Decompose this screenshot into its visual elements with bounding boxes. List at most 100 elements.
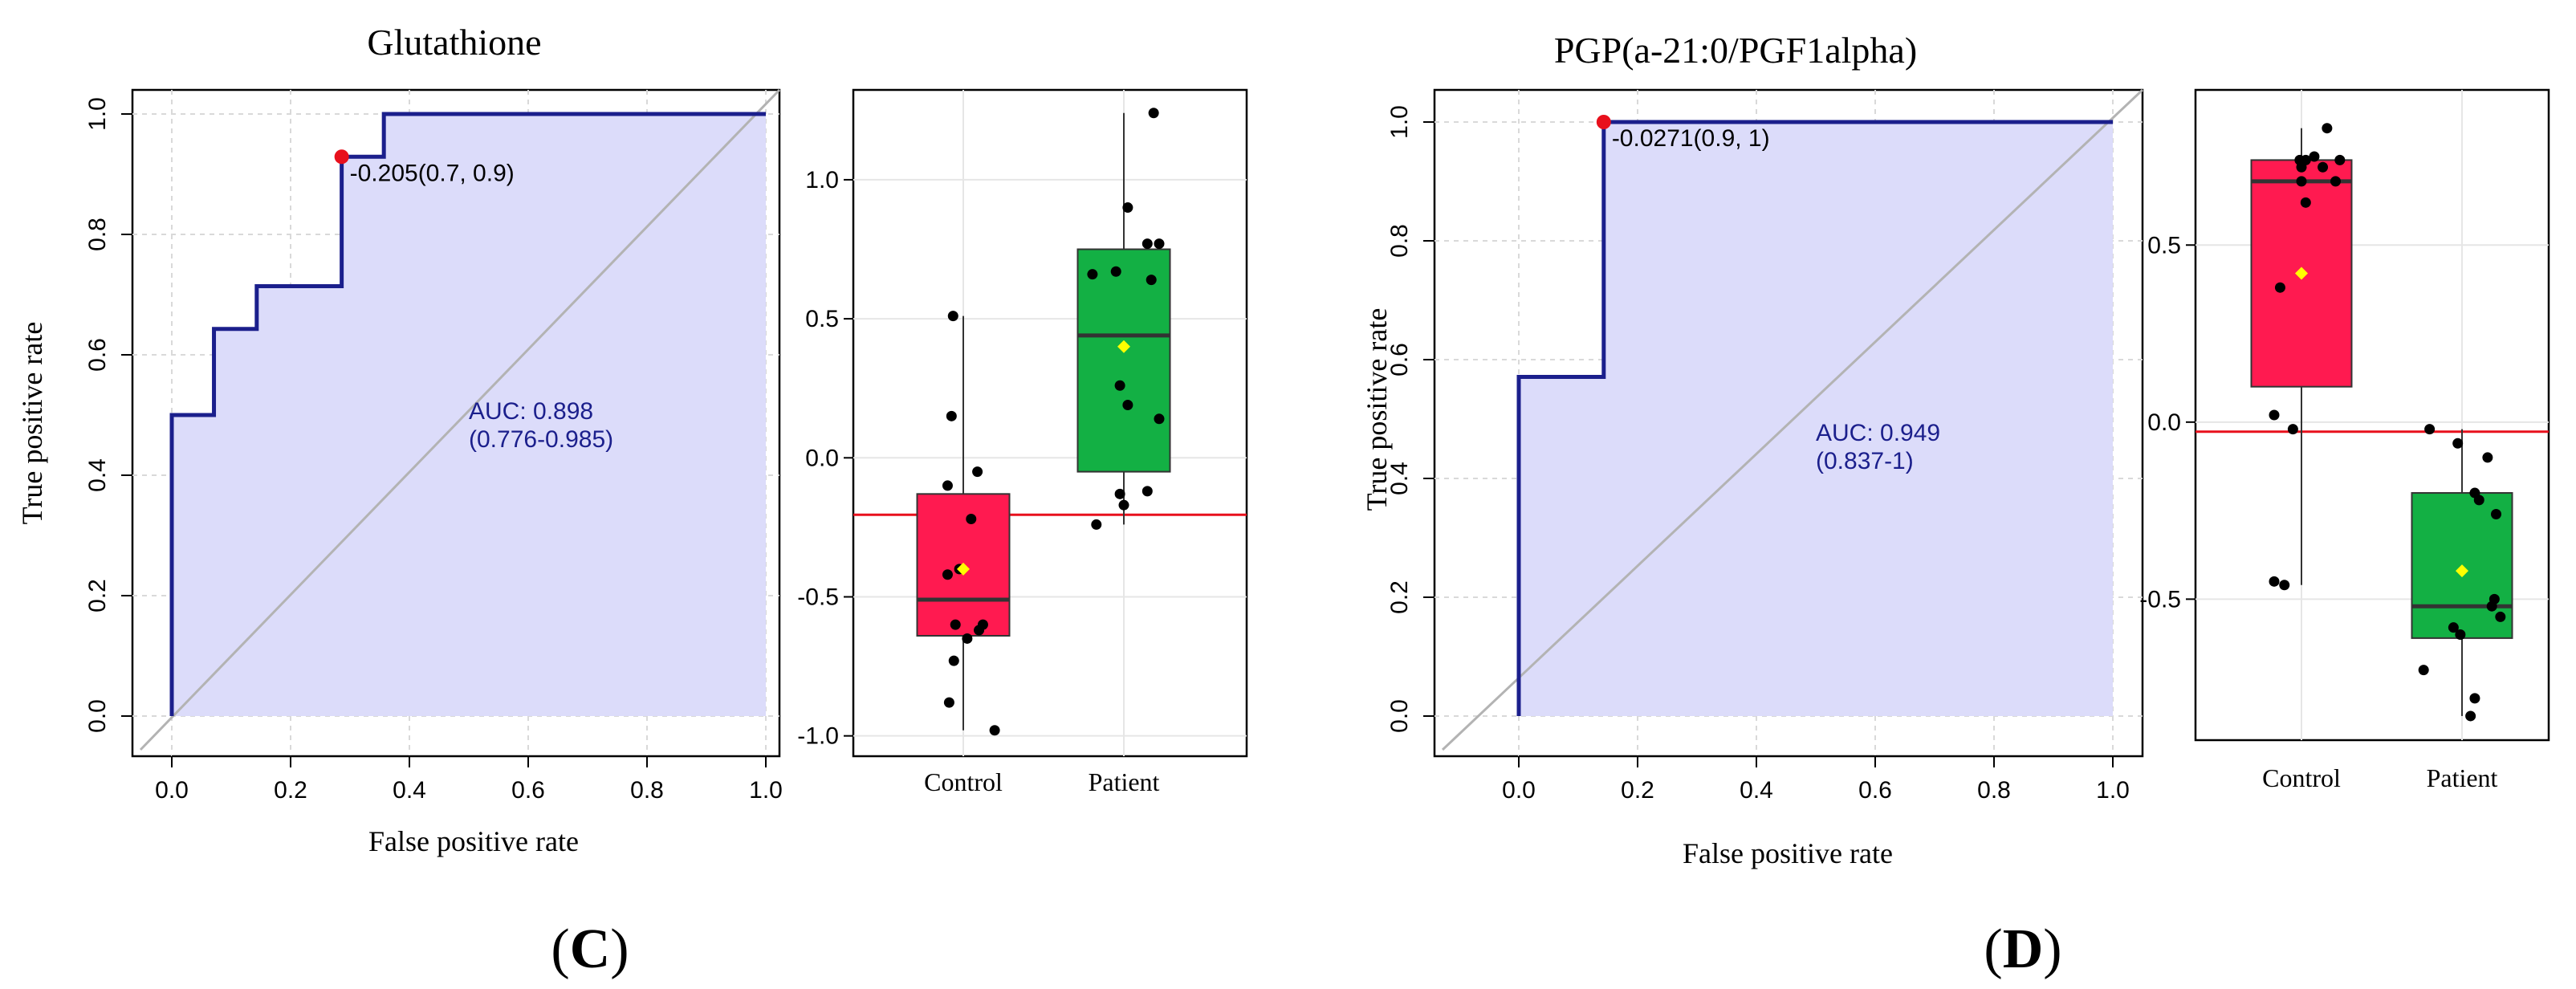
y-tick-label: 0.8 — [84, 218, 111, 251]
data-point — [2309, 151, 2320, 162]
data-point — [962, 633, 973, 644]
data-point — [2287, 424, 2298, 435]
box-category-patient-c: Patient — [1089, 767, 1160, 796]
panel-label-c: (C) — [551, 918, 629, 980]
x-tick-label: 0.4 — [393, 777, 426, 804]
data-point — [1110, 266, 1121, 277]
data-point — [2296, 176, 2307, 187]
y-tick-label: 0.8 — [1386, 224, 1413, 258]
box-plot-d: -0.5 0.0 0.5 Control Patient — [2139, 88, 2550, 792]
data-point — [948, 655, 959, 666]
data-point — [2274, 282, 2285, 293]
panel-c-title: Glutathione — [367, 22, 541, 63]
x-tick-label: 0.6 — [511, 777, 545, 804]
x-tick-label: 0.0 — [155, 777, 189, 804]
x-tick-label: 0.4 — [1740, 777, 1773, 804]
mean-marker — [957, 562, 970, 576]
data-point — [942, 480, 953, 491]
mean-marker — [1117, 340, 1130, 353]
y-tick-label: 0.4 — [84, 458, 111, 492]
box-grid-c — [853, 90, 1247, 756]
box-category-patient-d: Patient — [2427, 763, 2498, 792]
data-point — [943, 697, 954, 708]
panel-c: Glutathione -0.205(0.7, 0.9) AUC: 0.898 … — [16, 22, 1248, 980]
optimal-point-label-d: -0.0271(0.9, 1) — [1612, 125, 1770, 152]
box-y-axis-c: -1.0 -0.5 0.0 0.5 1.0 — [797, 167, 853, 750]
x-tick-label: 0.8 — [630, 777, 664, 804]
box-groups-d — [2250, 123, 2513, 722]
data-point — [942, 569, 953, 580]
x-tick-label: 0.8 — [1977, 777, 2011, 804]
optimal-point-d — [1596, 115, 1611, 129]
data-point — [1141, 486, 1153, 497]
data-point — [947, 311, 958, 322]
data-point — [1091, 519, 1102, 530]
roc-x-axis-d: 0.0 0.2 0.4 0.6 0.8 1.0 — [1502, 755, 2130, 804]
data-point — [2318, 161, 2329, 173]
data-point — [2269, 409, 2280, 421]
box-y-tick-label: 0.0 — [2147, 409, 2181, 436]
roc-curve-d — [1516, 120, 2113, 716]
auc-ci-label-c: (0.776-0.985) — [469, 426, 613, 453]
roc-y-axis-d: 0.0 0.2 0.4 0.6 0.8 1.0 — [1386, 105, 1435, 733]
data-point — [1146, 275, 1157, 286]
y-tick-label: 0.4 — [1386, 462, 1413, 495]
box-category-control-c: Control — [924, 767, 1003, 796]
data-point — [2448, 622, 2459, 633]
box-control — [2250, 159, 2353, 388]
auc-ci-label-d: (0.837-1) — [1816, 448, 1914, 474]
box-y-tick-label: 0.0 — [805, 445, 839, 471]
data-point — [2452, 438, 2464, 449]
roc-curve-c — [169, 112, 766, 716]
data-point — [950, 619, 961, 630]
data-point — [2300, 197, 2311, 208]
optimal-point-c — [334, 149, 349, 165]
data-point — [2495, 611, 2506, 622]
box-plot-c: -1.0 -0.5 0.0 0.5 1.0 Control Patient — [797, 88, 1248, 796]
data-point — [1148, 108, 1159, 119]
data-point — [2473, 494, 2484, 506]
data-point — [1122, 399, 1133, 410]
data-point — [974, 625, 985, 636]
mean-marker — [2456, 564, 2468, 578]
chance-diagonal-d — [1441, 88, 2144, 751]
data-point — [1114, 380, 1125, 391]
y-tick-label: 0.2 — [84, 579, 111, 613]
y-tick-label: 0.6 — [1386, 343, 1413, 376]
roc-y-label-c: True positive rate — [16, 322, 48, 525]
auc-label-d: AUC: 0.949 — [1816, 420, 1940, 446]
optimal-point-label-c: -0.205(0.7, 0.9) — [350, 160, 515, 186]
x-tick-label: 0.0 — [1502, 777, 1536, 804]
data-point — [1141, 238, 1153, 250]
data-point — [972, 466, 983, 478]
box-patient — [1076, 248, 1171, 473]
y-tick-label: 1.0 — [84, 97, 111, 131]
box-groups-c — [916, 108, 1171, 736]
data-point — [2269, 576, 2280, 587]
box-y-axis-d: -0.5 0.0 0.5 — [2139, 232, 2196, 613]
panel-d: PGP(a-21:0/PGF1alpha) -0.0271(0.9, 1) AU… — [1361, 30, 2550, 980]
chance-diagonal-c — [139, 88, 781, 751]
x-tick-label: 0.6 — [1858, 777, 1892, 804]
data-point — [2491, 509, 2501, 520]
data-point — [2455, 629, 2466, 640]
data-point — [1118, 499, 1129, 511]
data-point — [2465, 710, 2476, 722]
data-point — [1114, 488, 1125, 499]
data-point — [2322, 123, 2333, 134]
data-point — [2482, 452, 2493, 463]
auc-label-c: AUC: 0.898 — [469, 398, 593, 425]
roc-y-axis-c: 0.0 0.2 0.4 0.6 0.8 1.0 — [84, 97, 132, 733]
x-tick-label: 0.2 — [1621, 777, 1654, 804]
data-point — [2330, 176, 2341, 187]
box-grid-d — [2196, 90, 2549, 740]
y-tick-label: 0.0 — [84, 699, 111, 733]
data-point — [2294, 154, 2305, 165]
y-tick-label: 1.0 — [1386, 105, 1413, 139]
y-tick-label: 0.6 — [84, 338, 111, 372]
roc-x-label-c: False positive rate — [368, 825, 579, 857]
roc-plot-c: -0.205(0.7, 0.9) AUC: 0.898 (0.776-0.985… — [16, 88, 783, 857]
roc-plot-d: -0.0271(0.9, 1) AUC: 0.949 (0.837-1) 0.0… — [1361, 88, 2144, 869]
mean-marker — [2295, 267, 2308, 280]
